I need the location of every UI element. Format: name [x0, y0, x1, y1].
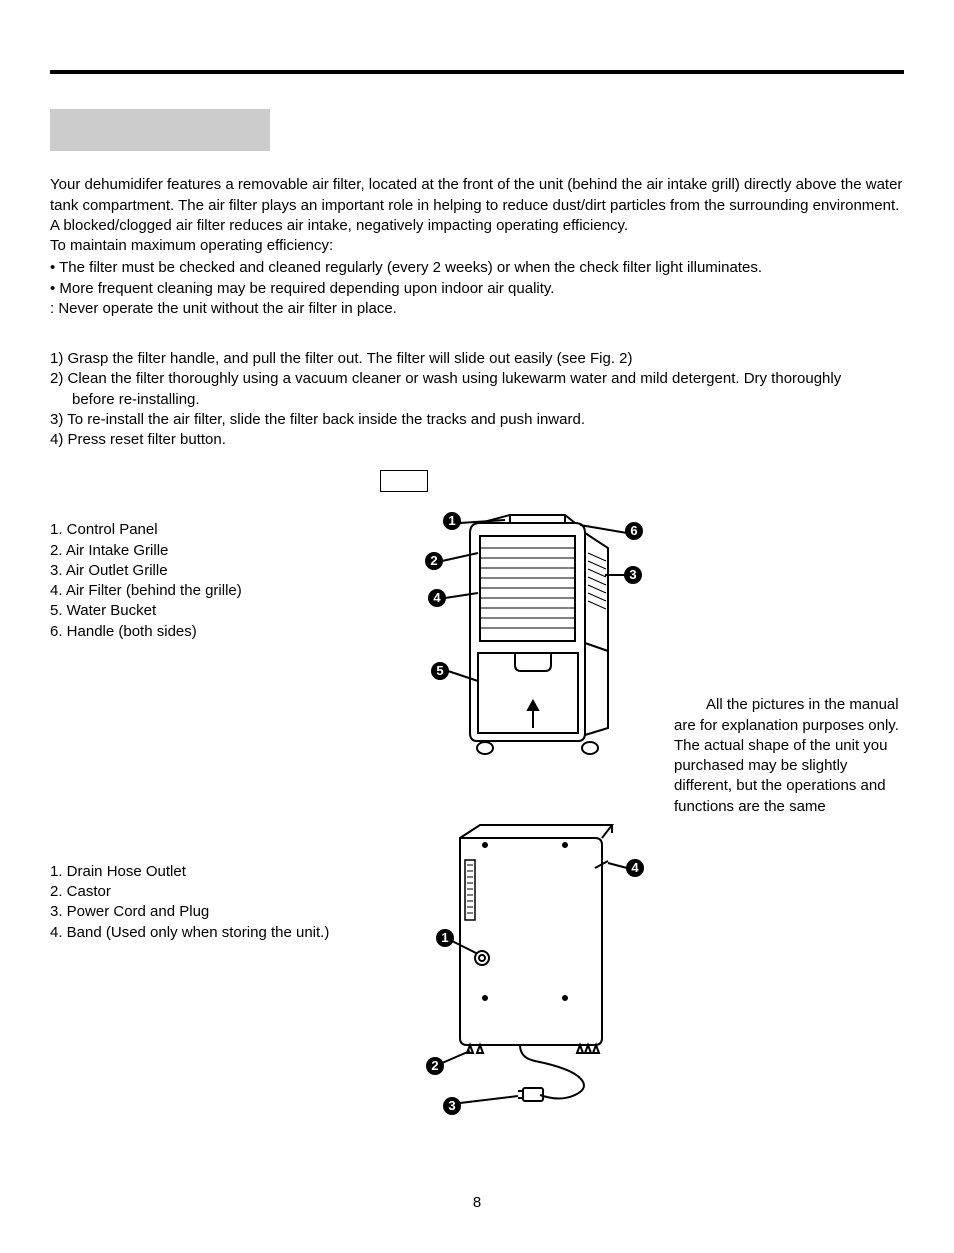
- svg-text:3: 3: [448, 1098, 455, 1113]
- step-2: 2) Clean the filter thoroughly using a v…: [50, 369, 904, 389]
- front-item-6: 6. Handle (both sides): [50, 622, 370, 642]
- bullet-3-note: : Never operate the unit without the air…: [50, 299, 904, 319]
- svg-text:1: 1: [441, 930, 448, 945]
- front-parts-list: 1. Control Panel 2. Air Intake Grille 3.…: [50, 520, 370, 642]
- manual-note: All the pictures in the manual are for e…: [674, 695, 904, 817]
- parts-lists: 1. Control Panel 2. Air Intake Grille 3.…: [50, 470, 370, 1122]
- front-item-2: 2. Air Intake Grille: [50, 541, 370, 561]
- section-heading-tab: [50, 109, 270, 151]
- figure-label-box: [380, 470, 428, 492]
- rear-item-3: 3. Power Cord and Plug: [50, 902, 370, 922]
- steps-block: 1) Grasp the filter handle, and pull the…: [50, 349, 904, 450]
- figure-front-view: 1 2 4 5 6 3: [390, 503, 650, 773]
- svg-text:6: 6: [630, 523, 637, 538]
- page-number: 8: [50, 1193, 904, 1213]
- front-item-4: 4. Air Filter (behind the grille): [50, 581, 370, 601]
- step-4: 4) Press reset filter button.: [50, 430, 904, 450]
- bullet-2: • More frequent cleaning may be required…: [50, 279, 904, 299]
- svg-text:2: 2: [430, 553, 437, 568]
- svg-text:3: 3: [629, 567, 636, 582]
- front-item-5: 5. Water Bucket: [50, 601, 370, 621]
- intro-block: Your dehumidifer features a removable ai…: [50, 175, 904, 319]
- rear-item-4: 4. Band (Used only when storing the unit…: [50, 923, 370, 943]
- intro-lead: To maintain maximum operating efficiency…: [50, 236, 904, 256]
- figures-column: 1 2 4 5 6 3: [390, 470, 654, 1122]
- note-column: All the pictures in the manual are for e…: [674, 470, 904, 1122]
- svg-text:2: 2: [431, 1058, 438, 1073]
- front-item-1: 1. Control Panel: [50, 520, 370, 540]
- bullet-1: • The filter must be checked and cleaned…: [50, 258, 904, 278]
- figure-layout: 1. Control Panel 2. Air Intake Grille 3.…: [50, 470, 904, 1122]
- rear-item-1: 1. Drain Hose Outlet: [50, 862, 370, 882]
- top-rule: [50, 70, 904, 74]
- step-1: 1) Grasp the filter handle, and pull the…: [50, 349, 904, 369]
- svg-text:4: 4: [433, 590, 441, 605]
- svg-text:4: 4: [631, 860, 639, 875]
- figure-rear-view: 1 2 3 4: [390, 813, 650, 1123]
- rear-item-2: 2. Castor: [50, 882, 370, 902]
- svg-text:1: 1: [448, 513, 455, 528]
- step-3: 3) To re-install the air filter, slide t…: [50, 410, 904, 430]
- front-item-3: 3. Air Outlet Grille: [50, 561, 370, 581]
- step-2-cont: before re-installing.: [50, 390, 904, 410]
- svg-text:5: 5: [436, 663, 443, 678]
- rear-parts-list: 1. Drain Hose Outlet 2. Castor 3. Power …: [50, 862, 370, 943]
- intro-paragraph: Your dehumidifer features a removable ai…: [50, 175, 904, 236]
